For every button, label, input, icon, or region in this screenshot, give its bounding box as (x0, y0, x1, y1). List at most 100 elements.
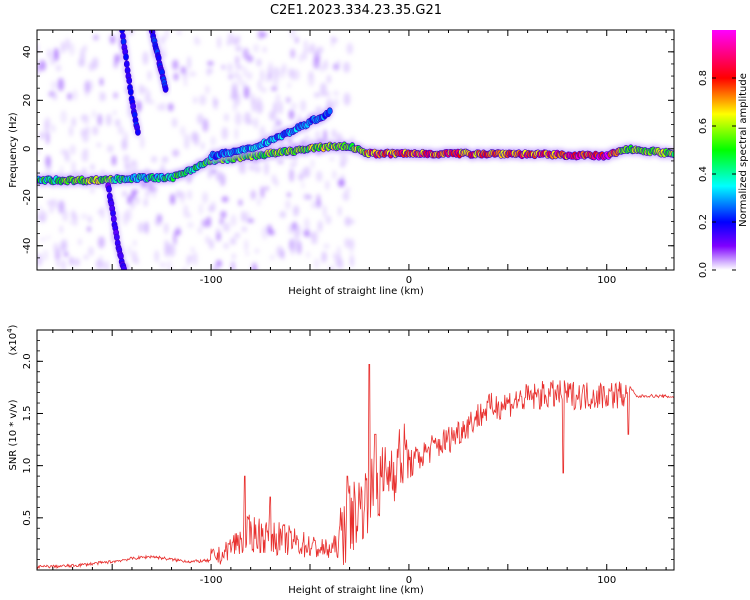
speckle (228, 73, 234, 80)
speckle (217, 36, 221, 49)
colorbar-tick-label: 0.8 (698, 70, 709, 86)
speckle (164, 222, 169, 235)
speckle (123, 131, 129, 142)
speckle (171, 117, 178, 128)
x-tick-label: 0 (406, 275, 412, 286)
colorbar-tick-label: 0.6 (698, 118, 709, 134)
ridge-point (326, 107, 333, 115)
speckle (115, 118, 121, 127)
speckle (221, 65, 226, 70)
speckle (316, 170, 323, 182)
speckle (261, 226, 269, 240)
speckle (321, 251, 326, 264)
speckle (59, 225, 63, 234)
speckle (315, 106, 322, 113)
snr-frame (36, 329, 675, 571)
speckle (183, 204, 189, 218)
speckle (53, 92, 57, 101)
speckle (165, 30, 169, 40)
speckle (304, 39, 308, 52)
speckle (183, 81, 188, 87)
speckle (167, 103, 174, 112)
speckle (197, 226, 203, 235)
speckle (88, 215, 92, 224)
speckle (260, 186, 265, 199)
speckle (113, 92, 118, 99)
speckle (170, 193, 176, 205)
speckle (254, 164, 262, 174)
speckle (207, 61, 214, 66)
speckle (135, 196, 140, 205)
speckle (55, 64, 62, 72)
speckle (173, 72, 179, 81)
speckle (183, 133, 191, 141)
speckle (213, 263, 217, 270)
speckle (196, 113, 204, 125)
speckle (248, 163, 255, 171)
speckle (60, 41, 65, 54)
speckle (331, 99, 337, 109)
speckle (72, 89, 78, 101)
speckle (313, 57, 320, 70)
speckle (67, 92, 72, 101)
speckle (100, 206, 105, 220)
speckle (81, 149, 89, 162)
speckle (287, 82, 291, 89)
speckle (180, 125, 186, 136)
speckle (338, 178, 345, 188)
snr-line (37, 363, 674, 570)
speckle (251, 98, 257, 113)
speckle (192, 251, 198, 266)
speckle (92, 57, 99, 70)
speckle (343, 61, 350, 73)
speckle (348, 238, 355, 251)
speckle (100, 169, 106, 175)
speckle (311, 201, 316, 210)
speckle (86, 79, 90, 93)
speckle (91, 110, 97, 119)
speckle (208, 205, 215, 213)
speckle (113, 110, 117, 115)
speckle (123, 154, 130, 164)
speckle (64, 251, 69, 258)
snr-yscale-exp: 4 (6, 328, 14, 333)
speckle (205, 85, 210, 95)
speckle (92, 126, 99, 136)
ridge-point (671, 150, 674, 159)
speckle (298, 53, 303, 63)
speckle (311, 230, 319, 242)
speckle (98, 255, 104, 270)
speckle (140, 135, 145, 149)
speckle (303, 230, 310, 237)
speckle (187, 189, 192, 200)
speckle (317, 220, 323, 233)
speckle (198, 203, 203, 215)
speckle (77, 58, 85, 68)
speckle (227, 62, 233, 73)
ridge-point (123, 53, 129, 61)
speckle (241, 226, 248, 232)
speckle (238, 199, 243, 206)
speckle (263, 46, 267, 53)
speckle (69, 144, 76, 155)
speckle (40, 237, 46, 242)
speckle (132, 189, 139, 194)
speckle (235, 64, 243, 70)
speckle (143, 198, 148, 207)
speckle (220, 210, 227, 219)
speckle (255, 249, 259, 253)
speckle (345, 186, 351, 193)
speckle (250, 189, 256, 200)
speckle (65, 38, 70, 51)
speckle (286, 192, 291, 197)
speckle (240, 161, 246, 175)
speckle (39, 60, 46, 72)
speckle (101, 92, 106, 102)
speckle (58, 200, 65, 214)
speckle (234, 112, 242, 126)
speckle (271, 86, 278, 91)
speckle (271, 174, 277, 184)
speckle (279, 67, 285, 79)
speckle (265, 186, 269, 191)
speckle (210, 135, 216, 147)
